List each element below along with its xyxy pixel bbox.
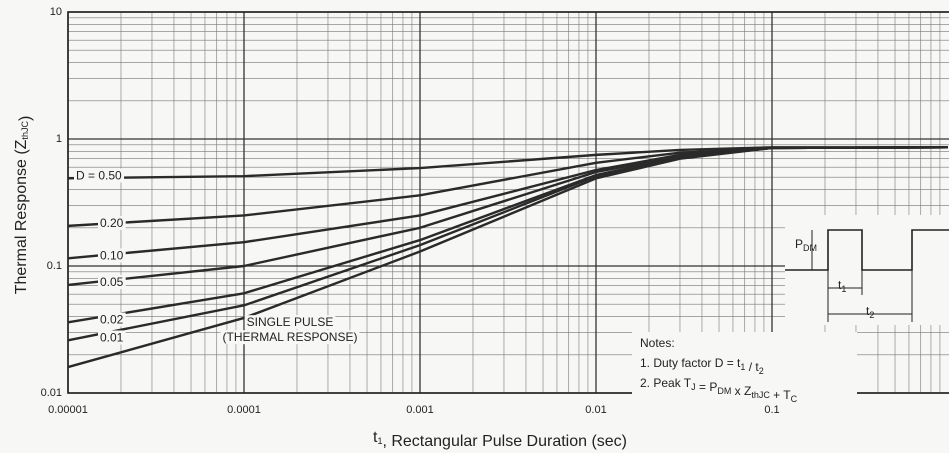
notes-background	[632, 332, 857, 397]
series-label: 0.20	[100, 216, 124, 230]
y-tick-label: 0.1	[47, 260, 62, 272]
text-part: 2. Peak T	[640, 376, 692, 390]
subscript: thJC	[20, 121, 30, 140]
text-part: + T	[770, 388, 791, 402]
y-tick-label: 1	[56, 133, 62, 145]
subscript: thJC	[751, 390, 770, 400]
subscript: DM	[717, 386, 731, 396]
series-label: 0.01	[100, 330, 124, 344]
text-part: P	[795, 237, 803, 251]
curve	[67, 146, 949, 369]
series-label: 0.05	[100, 275, 124, 289]
annotation: (THERMAL RESPONSE)	[223, 330, 358, 344]
subscript: C	[791, 394, 798, 404]
note-line: 1. Duty factor D = t1 / t2	[640, 356, 764, 376]
subscript: 1	[740, 362, 745, 372]
notes-title: Notes:	[640, 336, 675, 350]
text-part: t	[838, 278, 842, 292]
t1-label: t1	[838, 278, 846, 294]
subscript: 1	[841, 284, 846, 294]
x-tick-label: 0.1	[764, 404, 779, 416]
text-part: x Z	[731, 384, 751, 398]
pulse-diagram	[785, 215, 949, 325]
text-part: / t	[745, 360, 759, 374]
series-label: 0.10	[100, 248, 124, 262]
pdm-label: PDM	[795, 237, 817, 253]
x-tick-label: 0.001	[406, 404, 434, 416]
note-line: 2. Peak TJ = PDM x ZthJC + TC	[640, 376, 798, 404]
text-part: t	[373, 429, 378, 446]
t2-label: t2	[866, 304, 874, 320]
text-part: )	[17, 116, 34, 121]
x-tick-label: 0.0001	[227, 404, 261, 416]
label-background	[98, 248, 126, 263]
subscript: 2	[759, 366, 764, 376]
subscript: 2	[869, 310, 874, 320]
curves	[67, 146, 949, 369]
text-part: 1. Duty factor D = t	[640, 356, 741, 370]
series-label: D = 0.50	[76, 169, 122, 183]
label-background	[244, 315, 336, 330]
text-part: Thermal Response (Z	[13, 139, 30, 294]
label-background	[74, 168, 125, 183]
series-label: 0.02	[100, 313, 124, 327]
label-background	[220, 330, 360, 345]
text-part: = P	[696, 380, 718, 394]
series-label: SINGLE PULSE	[247, 315, 334, 329]
subscript: DM	[803, 243, 817, 253]
text-part: , Rectangular Pulse Duration (sec)	[382, 433, 627, 450]
labels: D = 0.50 0.20 0.10 0.05 0.02 0.01 SINGLE PULSE…	[74, 168, 360, 345]
pulse-waveform	[785, 229, 949, 271]
text-part: t	[866, 304, 870, 318]
label-background	[98, 216, 126, 231]
plot-border	[67, 11, 949, 394]
x-axis-label: t1, Rectangular Pulse Duration (sec)	[373, 429, 627, 450]
label-background	[98, 330, 126, 345]
y-axis-label: Thermal Response (ZthJC)	[13, 116, 34, 295]
y-tick-label: 10	[50, 6, 62, 18]
x-tick-label: 0.00001	[48, 404, 88, 416]
label-background	[98, 275, 126, 290]
subscript: 1	[377, 436, 382, 446]
y-tick-label: 0.01	[41, 387, 62, 399]
label-background	[98, 312, 126, 327]
x-tick-label: 0.01	[585, 404, 606, 416]
subscript: J	[691, 382, 696, 392]
